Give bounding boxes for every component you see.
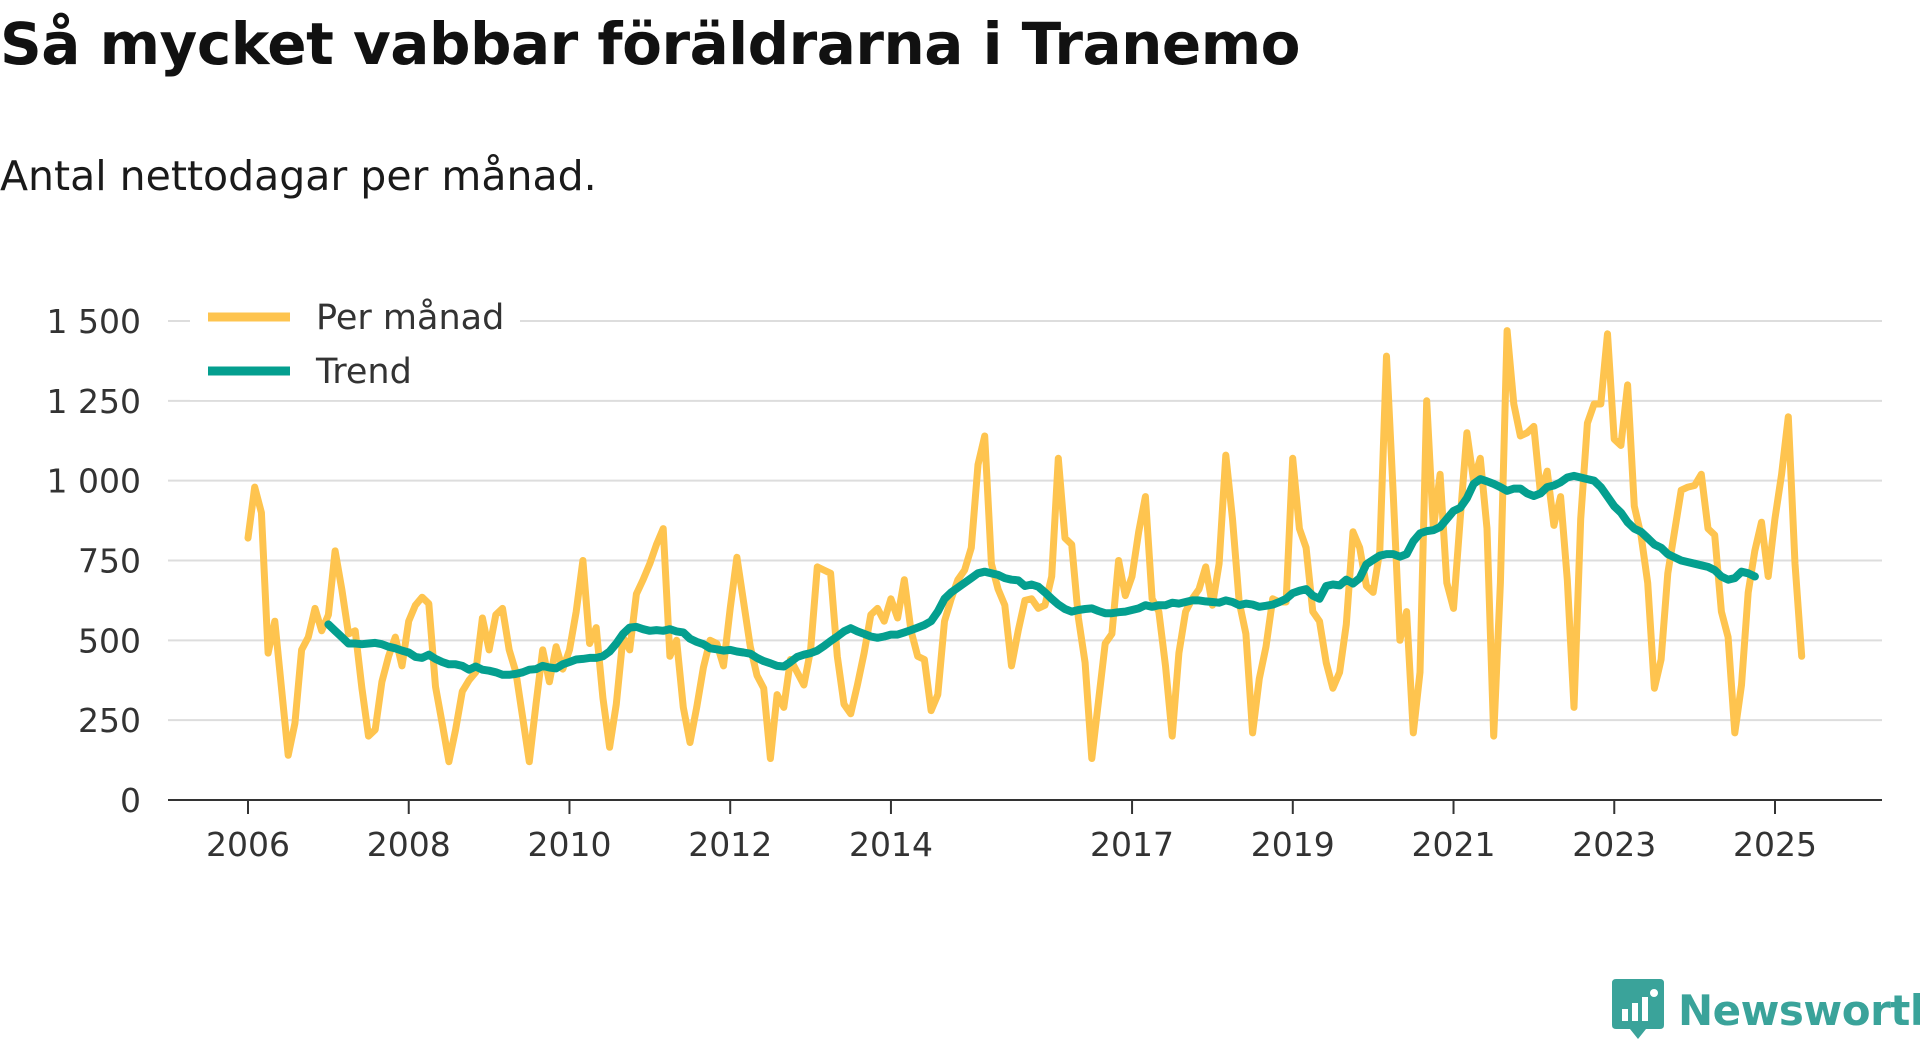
newsworthy-logo: Newsworthy: [1612, 978, 1920, 1042]
y-tick-label-250: 250: [78, 701, 141, 740]
axes: 0 250 500 750 1 000 1 250 1 500 2006 2008 2010 201…: [47, 302, 1882, 864]
y-tick-label-750: 750: [78, 542, 141, 581]
x-tick-label-2008: 2008: [367, 825, 451, 864]
newsworthy-logo-icon: [1612, 979, 1664, 1039]
chart-subtitle: Antal nettodagar per månad.: [0, 152, 597, 200]
x-tick-label-2025: 2025: [1733, 825, 1817, 864]
newsworthy-logo-text: Newsworthy: [1678, 985, 1920, 1035]
legend-background: [190, 283, 520, 400]
y-tick-label-1250: 1 250: [47, 382, 141, 421]
series-lines: [244, 327, 1806, 766]
y-tick-label-500: 500: [78, 621, 141, 660]
legend-label-monthly: Per månad: [316, 297, 504, 338]
x-tick-label-2023: 2023: [1572, 825, 1656, 864]
y-tick-label-0: 0: [120, 781, 141, 820]
x-tick-label-2014: 2014: [849, 825, 933, 864]
line-chart: 0 250 500 750 1 000 1 250 1 500 2006 2008 2010 201…: [46, 283, 1882, 864]
x-tick-label-2012: 2012: [688, 825, 772, 864]
x-tick-label-2021: 2021: [1412, 825, 1496, 864]
x-tick-label-2017: 2017: [1090, 825, 1174, 864]
series-line-trend: [324, 471, 1759, 679]
x-tick-label-2019: 2019: [1251, 825, 1335, 864]
y-tick-label-1500: 1 500: [47, 302, 141, 341]
legend-label-trend: Trend: [315, 352, 412, 392]
x-tick-label-2006: 2006: [206, 825, 290, 864]
chart-title: Så mycket vabbar föräldrarna i Tranemo: [0, 10, 1301, 78]
x-tick-label-2010: 2010: [527, 825, 611, 864]
legend: Per månad Trend: [190, 283, 520, 400]
y-tick-label-1000: 1 000: [47, 462, 141, 501]
